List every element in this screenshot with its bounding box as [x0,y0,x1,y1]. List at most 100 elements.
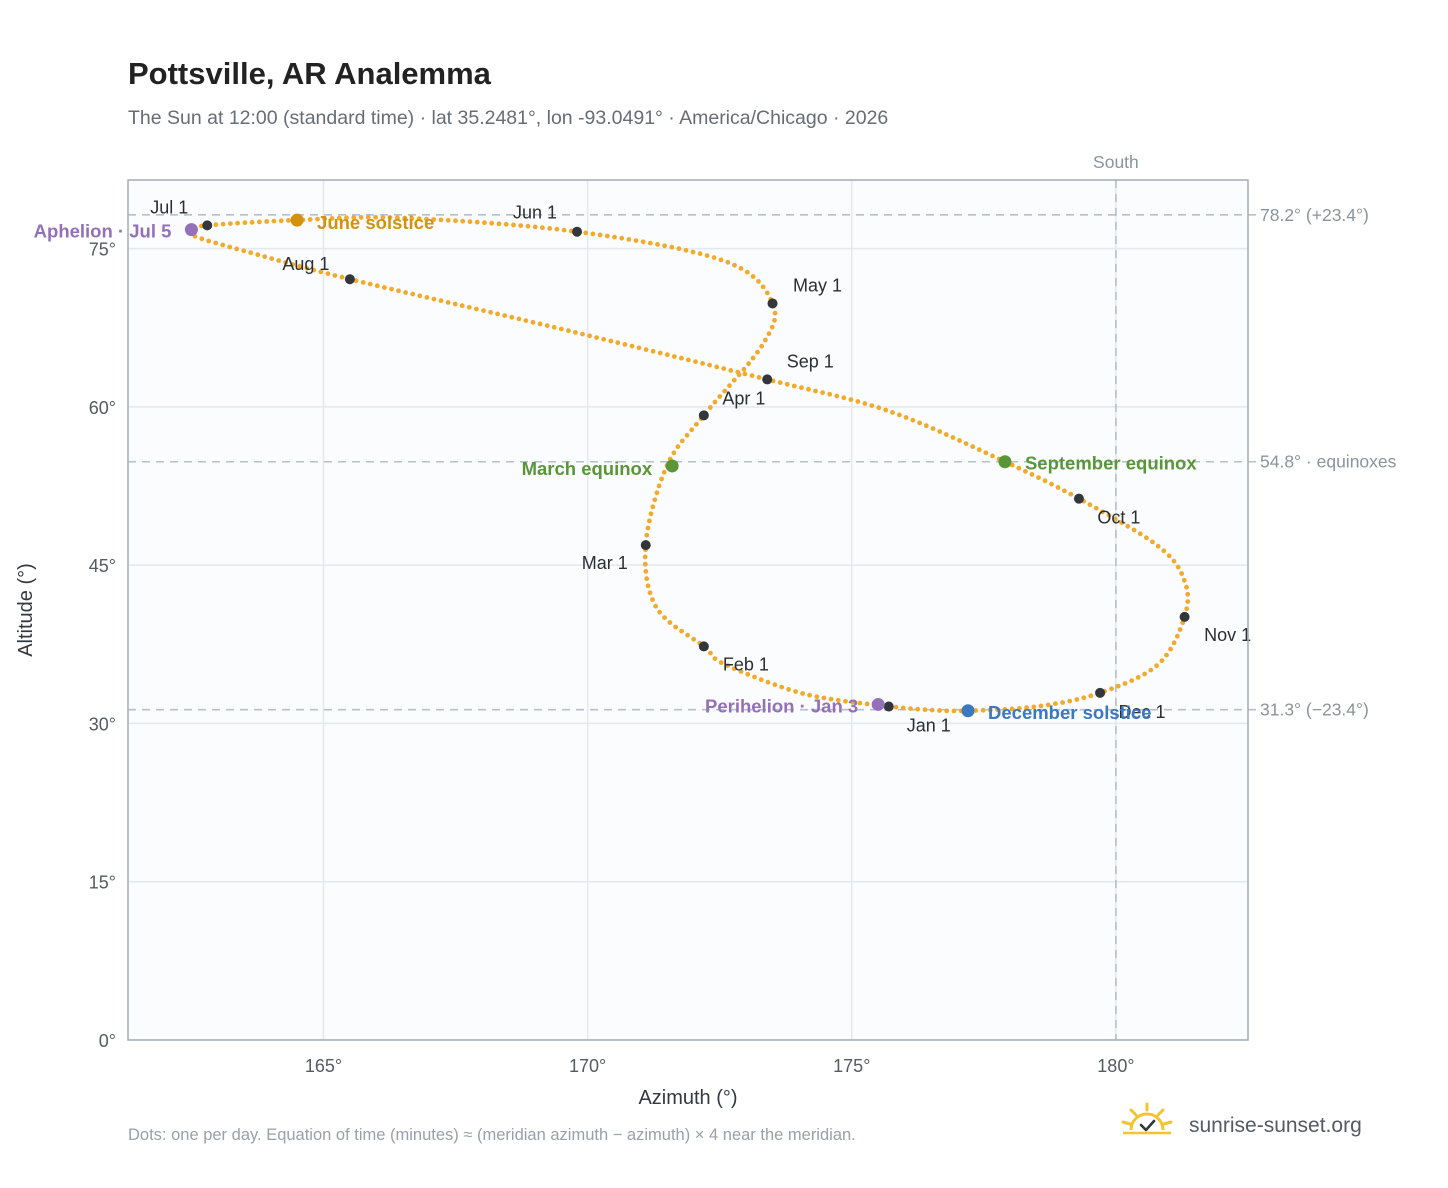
daily-dot [1161,548,1167,554]
daily-dot [604,233,610,239]
month-label: Dec 1 [1119,702,1166,722]
month-point [572,226,583,237]
reference-line-label: 31.3° (−23.4°) [1260,700,1369,720]
brand[interactable]: sunrise-sunset.org [1121,1102,1362,1137]
daily-dot [1135,675,1141,680]
daily-dot [290,262,296,267]
meridian-line: South [1093,152,1139,1040]
daily-dot [438,217,444,223]
daily-dot [722,388,728,394]
event-points: June solstice December solstice March equi… [34,212,1198,723]
daily-dot [843,698,848,704]
plot-area [128,180,1248,1040]
month-point [698,641,709,652]
daily-dot [731,666,737,671]
daily-dot [389,286,394,292]
daily-dot [353,278,359,284]
daily-dot [1184,606,1190,612]
daily-dot [749,373,755,378]
daily-dot [1184,584,1189,590]
daily-dot [1017,706,1022,711]
month-label: Jun 1 [513,203,557,223]
daily-dot [1087,502,1093,508]
daily-dot [987,707,993,713]
daily-dot [820,390,825,395]
daily-dot [910,417,916,423]
daily-dot [756,279,761,284]
x-tick-label: 165° [305,1056,342,1076]
daily-dot [402,215,408,221]
daily-dot [1181,577,1187,583]
daily-dot [855,399,861,404]
daily-dot [1175,564,1181,570]
daily-dot [727,383,732,389]
daily-dot [1119,520,1124,525]
daily-dot [220,221,226,227]
daily-dot [633,238,639,244]
daily-dot [608,338,614,344]
daily-dot [744,269,750,275]
daily-dot [495,311,500,317]
brand-name: sunrise-sunset.org [1189,1114,1362,1137]
daily-dot [937,708,942,713]
daily-dot [1055,485,1061,490]
daily-dot [278,218,284,224]
daily-dot [488,309,493,315]
daily-dot [1115,683,1121,689]
daily-dot [752,674,757,680]
daily-dot [662,615,667,620]
month-point [344,274,355,285]
daily-dot [262,254,268,259]
daily-dot [689,427,695,433]
daily-dot [673,624,678,630]
daily-dot [530,319,536,325]
daily-dot [731,377,737,383]
daily-dot [834,393,840,399]
daily-dot [667,620,673,625]
daily-dot [1131,527,1137,533]
daily-dot [718,257,724,263]
daily-dot [980,707,986,713]
daily-dot [561,227,567,233]
daily-dot [629,343,635,349]
daily-dot [806,386,811,392]
daily-dot [283,260,289,265]
daily-dot [396,288,401,294]
daily-dot [445,217,451,223]
daily-dot [725,663,731,668]
daily-dot [650,348,656,354]
chart-title: Pottsville, AR Analemma [128,56,492,91]
daily-dot [756,375,762,380]
daily-dot [220,242,226,248]
daily-dot [704,253,710,258]
daily-dot [1100,509,1105,515]
daily-dot [766,331,772,337]
daily-dot [601,336,607,342]
month-point [202,220,213,231]
daily-dot [745,671,751,677]
daily-dot [755,349,760,355]
daily-dot [304,265,310,271]
daily-dot [643,347,649,352]
daily-dot [717,394,723,399]
x-tick-label: 175° [833,1056,870,1076]
daily-dot [452,301,458,307]
daily-dot [951,708,957,714]
month-label: Sep 1 [787,351,834,371]
daily-dot [1137,531,1143,537]
daily-dot [732,262,737,268]
daily-dot [410,291,416,297]
daily-dot [686,357,691,363]
daily-dot [615,340,621,346]
daily-dot [558,326,564,332]
daily-dot [1142,671,1147,677]
daily-dot [741,366,747,372]
event-point [998,455,1012,469]
daily-dot [1016,465,1022,471]
daily-dot [540,225,545,231]
daily-dot [759,343,764,349]
daily-dot [241,248,247,254]
daily-dot [511,222,516,228]
daily-dot [269,256,275,261]
daily-dot [764,290,770,296]
